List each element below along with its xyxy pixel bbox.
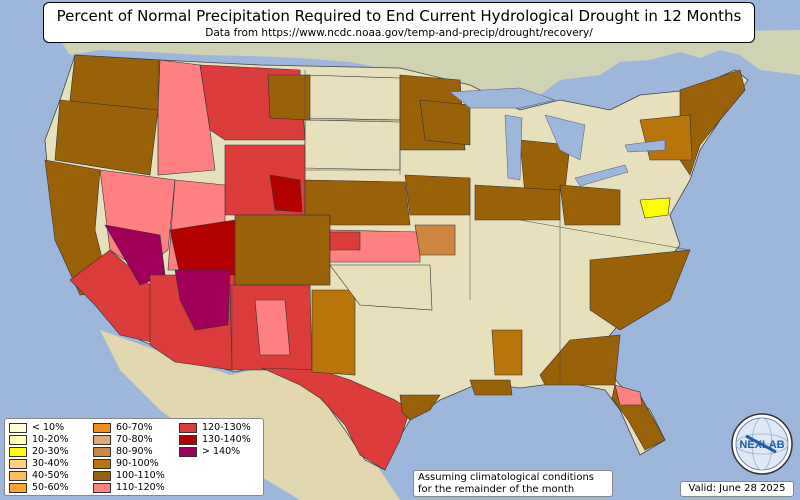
legend-item: 20-30% <box>9 446 93 458</box>
canada-land <box>60 30 800 110</box>
region-oklahoma <box>329 264 433 311</box>
note-line-2: for the remainder of the month <box>418 484 575 495</box>
region-maryland <box>639 197 671 219</box>
region-new-mexico-east <box>254 299 291 356</box>
legend-label: < 10% <box>32 422 65 433</box>
legend-label: 110-120% <box>116 482 165 493</box>
region-arizona-core <box>174 269 231 331</box>
region-iowa <box>404 174 471 216</box>
legend-swatch <box>9 447 27 457</box>
lake-superior <box>449 87 556 109</box>
legend-label: 40-50% <box>32 470 69 481</box>
region-north-dakota-west <box>267 74 311 121</box>
legend-label: 10-20% <box>32 434 69 445</box>
legend-label: 90-100% <box>116 458 159 469</box>
region-north-dakota <box>304 74 401 121</box>
region-illinois-indiana <box>474 184 561 221</box>
legend-swatch <box>93 423 111 433</box>
note-line-1: Assuming climatological conditions <box>418 472 594 483</box>
region-ohio-valley <box>559 184 621 226</box>
legend-swatch <box>9 483 27 493</box>
legend-item: > 140% <box>179 446 263 458</box>
legend-swatch <box>93 483 111 493</box>
logo-text: NEXLAB <box>739 439 784 451</box>
legend-swatch <box>9 423 27 433</box>
legend-item: 50-60% <box>9 482 93 494</box>
legend-swatch <box>9 435 27 445</box>
region-louisiana <box>469 379 513 396</box>
legend-swatch <box>179 447 197 457</box>
legend-item: 10-20% <box>9 434 93 446</box>
legend-swatch <box>93 459 111 469</box>
region-mississippi <box>491 329 523 376</box>
legend-swatch <box>93 435 111 445</box>
legend-swatch <box>179 423 197 433</box>
legend-item: 130-140% <box>179 434 263 446</box>
legend-label: 70-80% <box>116 434 153 445</box>
region-missouri <box>414 224 456 256</box>
region-wisconsin <box>419 99 471 146</box>
mexico-land <box>100 330 400 500</box>
legend-label: 80-90% <box>116 446 153 457</box>
region-virginia-carolina <box>589 249 691 331</box>
region-florida-north <box>614 384 643 406</box>
legend-item: 40-50% <box>9 470 93 482</box>
region-texas-coast <box>399 394 441 421</box>
legend-item: 90-100% <box>93 458 179 470</box>
lake-michigan <box>504 114 523 181</box>
region-kansas-west <box>329 231 361 251</box>
title-box: Percent of Normal Precipitation Required… <box>43 2 755 43</box>
region-south-dakota <box>304 119 401 171</box>
nexlab-globe-logo-icon: NEXLAB <box>731 413 793 475</box>
legend-label: 60-70% <box>116 422 153 433</box>
lake-huron <box>544 114 586 161</box>
region-colorado <box>234 214 331 286</box>
legend-item: 60-70% <box>93 422 179 434</box>
legend-label: 100-110% <box>116 470 165 481</box>
legend: < 10% 10-20% 20-30% 30-40% 40-50% 50-60% 60-70… <box>4 418 264 496</box>
legend-item: 80-90% <box>93 446 179 458</box>
state-borders <box>54 60 691 380</box>
legend-label: 50-60% <box>32 482 69 493</box>
legend-swatch <box>179 435 197 445</box>
map-title: Percent of Normal Precipitation Required… <box>56 7 742 25</box>
legend-item: 110-120% <box>93 482 179 494</box>
legend-label: > 140% <box>202 446 241 457</box>
legend-swatch <box>9 471 27 481</box>
region-northeast <box>679 69 746 176</box>
legend-swatch <box>93 471 111 481</box>
valid-date: Valid: June 28 2025 <box>680 481 794 497</box>
assumption-note: Assuming climatological conditions for t… <box>413 470 613 497</box>
legend-item: 70-80% <box>93 434 179 446</box>
lake-ontario <box>624 139 666 153</box>
region-utah-south <box>169 219 241 276</box>
legend-item: 30-40% <box>9 458 93 470</box>
region-texas-west <box>261 367 411 471</box>
legend-swatch <box>9 459 27 469</box>
legend-swatch <box>93 447 111 457</box>
lake-erie <box>574 164 629 187</box>
legend-item: 100-110% <box>93 470 179 482</box>
map-subtitle: Data from https://www.ncdc.noaa.gov/temp… <box>205 27 593 39</box>
legend-item: 120-130% <box>179 422 263 434</box>
legend-item: < 10% <box>9 422 93 434</box>
legend-label: 20-30% <box>32 446 69 457</box>
legend-label: 30-40% <box>32 458 69 469</box>
legend-label: 120-130% <box>202 422 251 433</box>
region-texas-panhandle <box>311 289 356 376</box>
legend-label: 130-140% <box>202 434 251 445</box>
region-wyoming-core <box>269 174 303 213</box>
